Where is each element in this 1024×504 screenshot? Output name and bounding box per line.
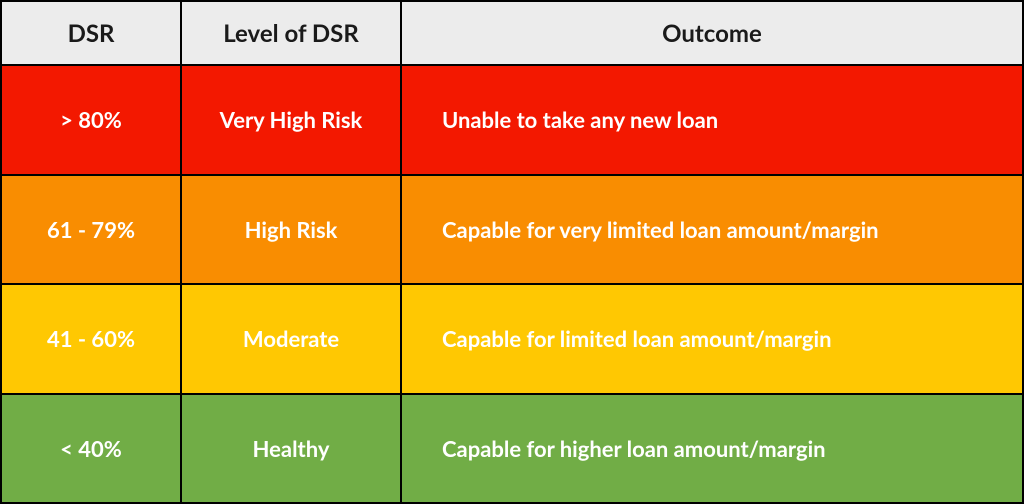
- cell-level: Moderate: [182, 285, 402, 393]
- cell-level: Healthy: [182, 395, 402, 503]
- dsr-table: DSR Level of DSR Outcome > 80% Very High…: [0, 0, 1024, 504]
- cell-outcome: Capable for higher loan amount/margin: [402, 395, 1022, 503]
- cell-dsr: 41 - 60%: [2, 285, 182, 393]
- cell-dsr: < 40%: [2, 395, 182, 503]
- table-row: 61 - 79% High Risk Capable for very limi…: [2, 176, 1022, 286]
- table-row: > 80% Very High Risk Unable to take any …: [2, 66, 1022, 176]
- cell-outcome: Unable to take any new loan: [402, 66, 1022, 174]
- cell-outcome: Capable for very limited loan amount/mar…: [402, 176, 1022, 284]
- header-level: Level of DSR: [182, 2, 402, 64]
- header-dsr: DSR: [2, 2, 182, 64]
- table-row: < 40% Healthy Capable for higher loan am…: [2, 395, 1022, 503]
- cell-outcome: Capable for limited loan amount/margin: [402, 285, 1022, 393]
- header-outcome: Outcome: [402, 2, 1022, 64]
- cell-dsr: > 80%: [2, 66, 182, 174]
- table-row: 41 - 60% Moderate Capable for limited lo…: [2, 285, 1022, 395]
- table-header-row: DSR Level of DSR Outcome: [2, 2, 1022, 66]
- cell-dsr: 61 - 79%: [2, 176, 182, 284]
- cell-level: High Risk: [182, 176, 402, 284]
- cell-level: Very High Risk: [182, 66, 402, 174]
